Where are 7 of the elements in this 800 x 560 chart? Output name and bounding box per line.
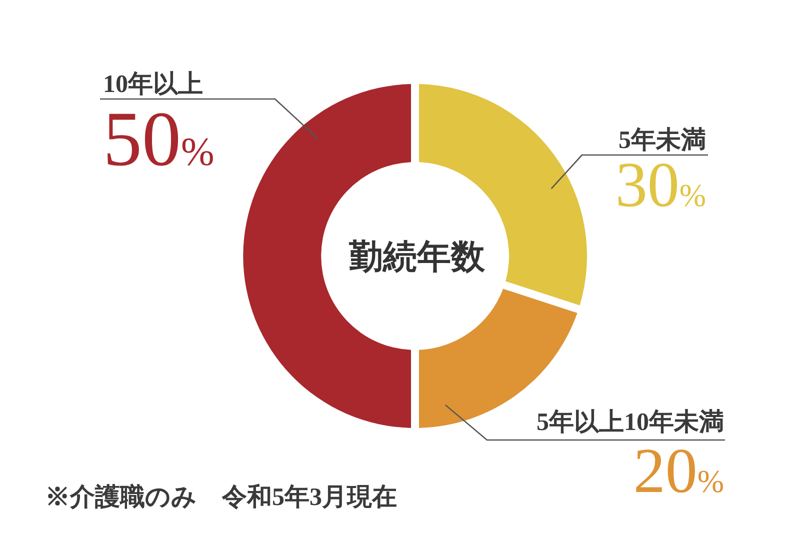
text: 勤続年数 bbox=[348, 239, 486, 276]
slice-label: 5年未満 bbox=[618, 126, 706, 154]
text: ※介護職のみ 令和5年3月現在 bbox=[45, 483, 397, 511]
slice-label: 10年以上 bbox=[103, 70, 203, 98]
slice-label: 5年以上10年未満 bbox=[536, 408, 724, 436]
data-label: 50% bbox=[103, 95, 214, 182]
data-label: 20% bbox=[633, 435, 724, 506]
